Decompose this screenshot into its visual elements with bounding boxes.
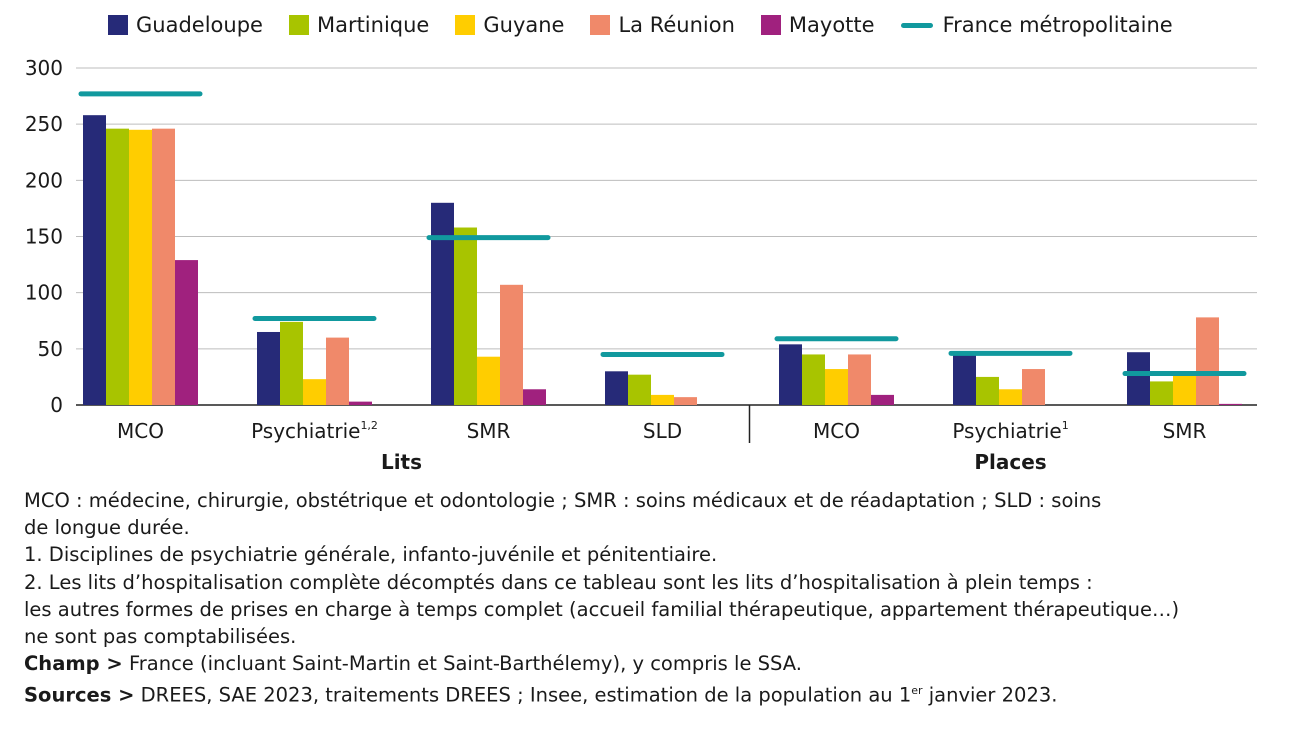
bar: [651, 394, 674, 405]
champ-text: France (incluant Saint-Martin et Saint-B…: [122, 652, 802, 676]
bar: [1219, 403, 1242, 405]
bar: [848, 354, 871, 405]
group-label: Lits: [381, 450, 422, 474]
bar: [129, 129, 152, 406]
sources-text-b: janvier 2023.: [922, 683, 1058, 707]
bar: [431, 202, 454, 405]
legend-label-5: France métropolitaine: [942, 13, 1173, 37]
note-abbreviations-2: de longue durée.: [24, 516, 190, 540]
x-tick-label: Psychiatrie1: [952, 419, 1068, 443]
bar: [303, 379, 326, 405]
legend-swatch-5: [900, 22, 933, 28]
bar-chart: 300 250 200 150 100 50 0 MCO Psychiatrie1,2 SMR SL…: [25, 56, 1257, 474]
group-label: Places: [974, 450, 1046, 474]
bar: [500, 284, 523, 405]
champ-label: Champ >: [24, 652, 123, 676]
bar: [802, 354, 825, 405]
legend-swatch-3: [590, 15, 611, 35]
legend-item-2: Guyane: [455, 13, 564, 37]
bar: [999, 389, 1022, 405]
legend-label-2: Guyane: [483, 13, 565, 37]
bar: [83, 115, 106, 406]
legend-item-3: La Réunion: [590, 13, 735, 37]
bar: [152, 128, 175, 405]
bar: [628, 374, 651, 405]
bar: [1173, 375, 1196, 405]
bar: [1150, 381, 1173, 405]
x-tick-label: Psychiatrie1,2: [251, 419, 378, 443]
legend-item-4: Mayotte: [760, 13, 875, 37]
x-tick-label-sup: 1: [1062, 419, 1069, 432]
bar: [674, 397, 697, 405]
sources-sup: er: [911, 684, 923, 698]
sources-text-a: DREES, SAE 2023, traitements DREES ; Ins…: [134, 683, 912, 707]
note-footnote-2a: 2. Les lits d’hospitalisation complète d…: [24, 570, 1093, 594]
legend-swatch-0: [108, 15, 128, 35]
y-tick-label: 100: [25, 281, 63, 305]
x-tick-label-sup: 1,2: [360, 419, 378, 432]
legend-label-3: La Réunion: [618, 13, 735, 37]
bar: [871, 394, 894, 405]
bar: [825, 369, 848, 405]
legend-label-4: Mayotte: [788, 13, 875, 37]
y-tick-label: 200: [25, 168, 63, 192]
note-footnote-2c: ne sont pas comptabilisées.: [24, 625, 297, 649]
x-tick-label: SMR: [1163, 419, 1207, 443]
bar: [976, 376, 999, 405]
bar: [257, 331, 280, 405]
sources-label: Sources >: [24, 683, 135, 707]
bar: [779, 344, 802, 405]
note-abbreviations-1: MCO : médecine, chirurgie, obstétrique e…: [24, 489, 1102, 512]
note-champ: Champ > France (incluant Saint-Martin et…: [24, 650, 1284, 677]
chart-legend: Guadeloupe Martinique Guyane La Réunion Mayo…: [108, 10, 1199, 40]
bar: [477, 356, 500, 405]
legend-swatch-4: [760, 15, 781, 35]
y-tick-label: 0: [50, 393, 63, 417]
bar: [953, 351, 976, 405]
bar: [605, 371, 628, 405]
legend-label-1: Martinique: [316, 13, 430, 37]
legend-item-0: Guadeloupe: [108, 13, 263, 37]
bar: [349, 401, 372, 405]
bar: [106, 128, 129, 405]
note-footnote-2b: les autres formes de prises en charge à …: [24, 597, 1180, 621]
note-sources: Sources > DREES, SAE 2023, traitements D…: [24, 677, 1284, 709]
legend-item-5: France métropolitaine: [900, 13, 1173, 37]
bar: [454, 227, 477, 405]
bar: [175, 260, 198, 405]
bar: [280, 321, 303, 405]
bar: [326, 337, 349, 405]
y-tick-label: 250: [25, 112, 63, 136]
y-tick-label: 150: [25, 225, 63, 249]
note-footnote-1: 1. Disciplines de psychiatrie générale, …: [24, 543, 718, 567]
x-tick-label: MCO: [813, 419, 860, 443]
bar: [1022, 369, 1045, 405]
x-tick-label: MCO: [117, 419, 164, 443]
bar: [1196, 317, 1219, 405]
y-tick-label: 50: [38, 337, 63, 361]
x-tick-label: SMR: [467, 419, 511, 443]
bar: [523, 389, 546, 405]
legend-swatch-1: [288, 15, 309, 35]
y-tick-label: 300: [25, 56, 63, 80]
bar: [1127, 352, 1150, 405]
legend-swatch-2: [455, 15, 476, 35]
chart-notes: MCO : médecine, chirurgie, obstétrique e…: [24, 487, 1284, 709]
legend-item-1: Martinique: [288, 13, 430, 37]
x-tick-label: SLD: [643, 419, 682, 443]
legend-label-0: Guadeloupe: [136, 13, 263, 37]
